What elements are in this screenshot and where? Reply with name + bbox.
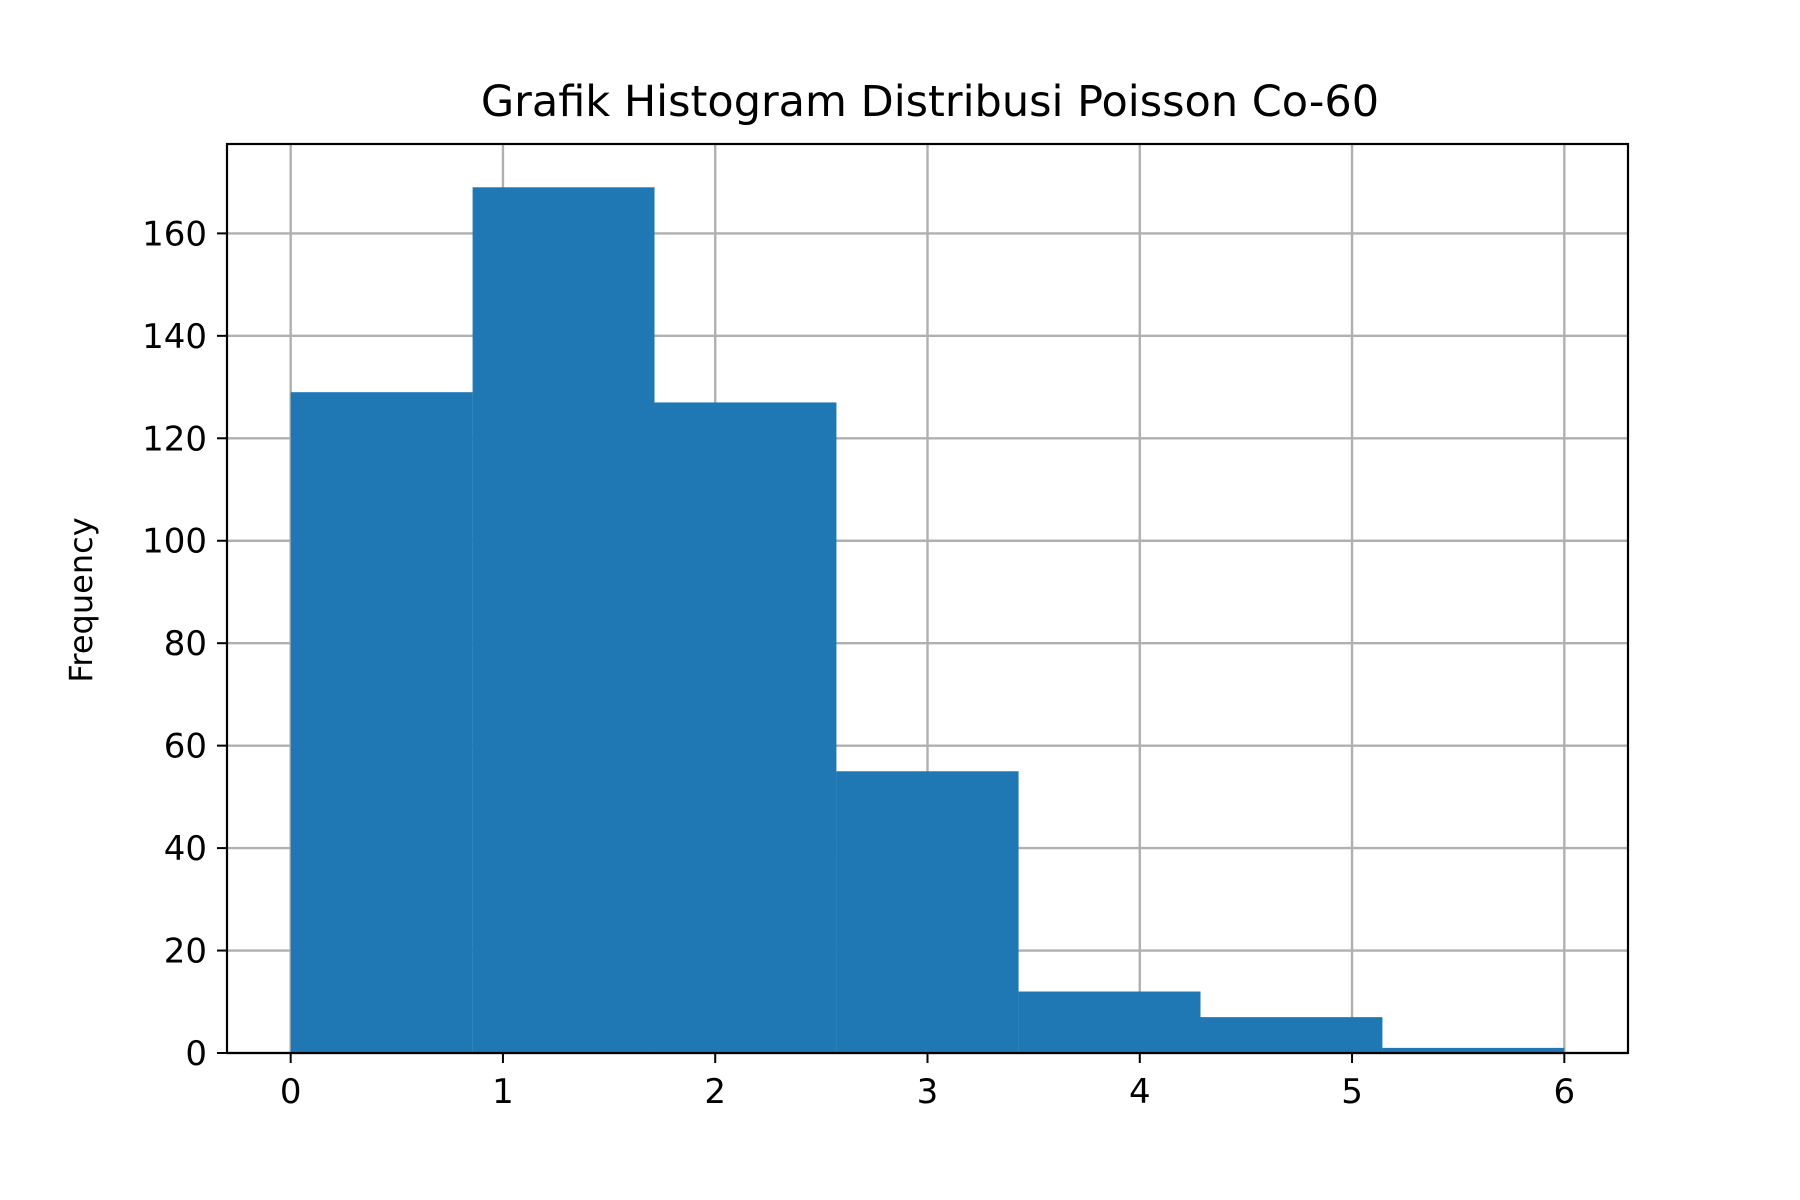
x-axis-ticks: 0 1 2 3 4 5 6: [280, 1053, 1575, 1112]
histogram-bar: [290, 392, 473, 1054]
x-tick-label: 3: [917, 1072, 939, 1112]
x-tick-label: 1: [492, 1072, 514, 1112]
chart-title: Grafik Histogram Distribusi Poisson Co-6…: [481, 77, 1379, 127]
histogram-bar: [1382, 1047, 1565, 1053]
y-tick-label: 120: [142, 419, 207, 459]
x-tick-label: 4: [1129, 1072, 1151, 1112]
y-tick-label: 160: [142, 214, 207, 254]
histogram-bar: [1018, 991, 1201, 1053]
y-tick-label: 60: [164, 727, 207, 767]
x-tick-label: 0: [280, 1072, 302, 1112]
histogram-bar: [1200, 1017, 1383, 1053]
x-tick-label: 5: [1341, 1072, 1363, 1112]
y-tick-label: 80: [164, 624, 207, 664]
y-tick-label: 20: [164, 932, 207, 972]
x-tick-label: 2: [704, 1072, 726, 1112]
x-tick-label: 6: [1553, 1072, 1575, 1112]
histogram-bar: [654, 402, 837, 1053]
y-tick-label: 0: [185, 1034, 207, 1074]
y-axis-label: Frequency: [62, 517, 100, 682]
y-tick-label: 100: [142, 522, 207, 562]
y-axis-ticks: 0 20 40 60 80 100 120 140 160: [142, 214, 227, 1074]
y-tick-label: 40: [164, 829, 207, 869]
y-tick-label: 140: [142, 317, 207, 357]
histogram-bar: [472, 187, 655, 1054]
histogram-bars: [290, 187, 1565, 1054]
histogram-bar: [836, 771, 1019, 1053]
